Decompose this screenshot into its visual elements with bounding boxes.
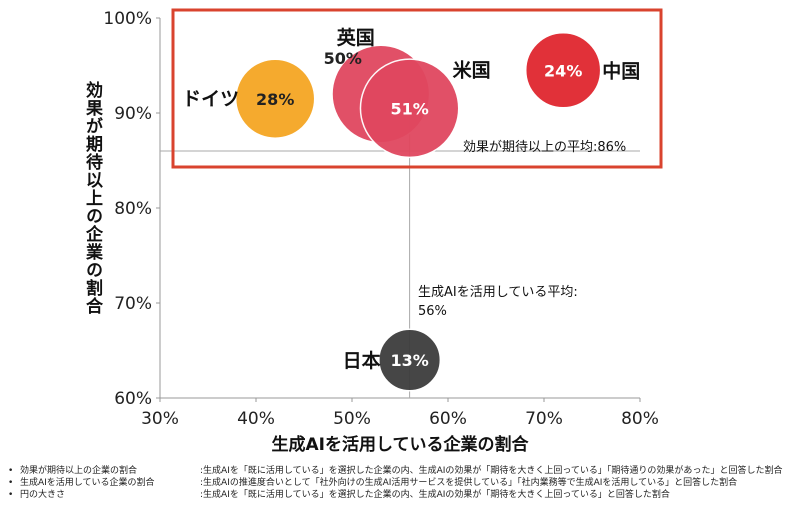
country-label: 日本 <box>343 349 381 372</box>
y-tick-label: 80% <box>114 199 152 219</box>
y-average-label: 効果が期待以上の平均:86% <box>463 140 626 155</box>
footnote-term: 効果が期待以上の企業の割合 <box>20 466 138 476</box>
country-label: ドイツ <box>182 88 239 110</box>
bubble-value-label: 28% <box>256 90 294 109</box>
footnote-row: • 効果が期待以上の企業の割合 :生成AIを「既に活用している」を選択した企業の… <box>8 465 798 477</box>
country-label: 米国 <box>453 58 491 81</box>
bubble-中国 <box>524 32 602 109</box>
y-tick-label: 90% <box>114 104 152 124</box>
bubble-日本 <box>378 328 442 392</box>
footnote-desc: :生成AIを「既に活用している」を選択した企業の内、生成AIの効果が「期待を大き… <box>200 490 670 500</box>
x-axis-title: 生成AIを活用している企業の割合 <box>272 434 530 455</box>
footnotes: • 効果が期待以上の企業の割合 :生成AIを「既に活用している」を選択した企業の… <box>8 465 798 501</box>
bubble-value-label: 50% <box>324 49 362 68</box>
bubble-chart: 30% 40% 50% 60% 70% 80% 100% 90% 80% 70% 60% 生成AIを活… <box>82 8 663 455</box>
y-axis-title: 効果が期待以上の企業の割合 <box>82 80 104 315</box>
footnote-bullet: • <box>8 490 14 500</box>
footnote-row: • 円の大きさ :生成AIを「既に活用している」を選択した企業の内、生成AIの効… <box>8 489 798 501</box>
x-tick-label: 40% <box>237 409 275 429</box>
y-tick-label: 60% <box>114 389 152 409</box>
footnote-term: 円の大きさ <box>20 490 66 500</box>
footnote-term: 生成AIを活用している企業の割合 <box>20 478 155 488</box>
footnote-bullet: • <box>8 466 14 476</box>
x-tick-label: 60% <box>429 409 467 429</box>
x-tick-label: 50% <box>333 409 371 429</box>
footnote-desc: :生成AIを「既に活用している」を選択した企業の内、生成AIの効果が「期待を大き… <box>200 466 783 476</box>
x-tick-label: 80% <box>621 409 659 429</box>
x-average-value: 56% <box>418 304 447 319</box>
bubble-value-label: 24% <box>544 61 582 80</box>
country-label: 英国 <box>337 26 375 49</box>
highlight-box <box>171 8 663 169</box>
bubble-value-label: 51% <box>390 99 428 118</box>
bubble-value-label: 13% <box>390 351 428 370</box>
y-tick-label: 70% <box>114 294 152 314</box>
footnote-bullet: • <box>8 478 14 488</box>
y-tick-label: 100% <box>103 9 152 29</box>
bubble-米国 <box>359 58 460 159</box>
footnote-desc: :生成AIの推進度合いとして「社外向けの生成AI活用サービスを提供している」「社… <box>200 478 738 488</box>
footnote-row: • 生成AIを活用している企業の割合 :生成AIの推進度合いとして「社外向けの生… <box>8 477 798 489</box>
x-tick-label: 30% <box>141 409 179 429</box>
x-tick-label: 70% <box>525 409 563 429</box>
country-label: 中国 <box>602 59 640 82</box>
bubble-ドイツ <box>234 58 316 140</box>
x-average-label: 生成AIを活用している平均: <box>418 285 578 300</box>
